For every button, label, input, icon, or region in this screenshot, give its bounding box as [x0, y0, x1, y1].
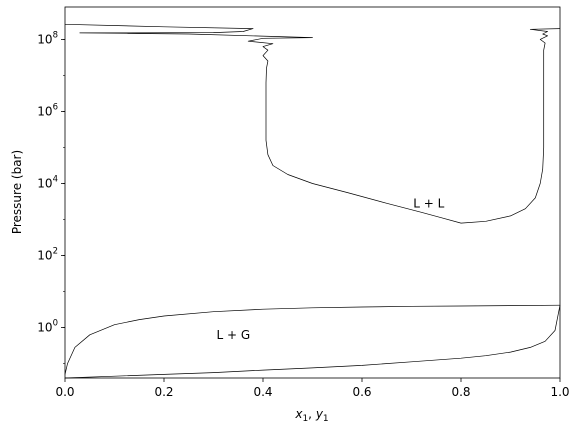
plot-area: [64, 6, 561, 379]
y-tick-label: 102: [37, 247, 58, 263]
y-tick-label: 106: [37, 102, 58, 118]
curves-group: [64, 23, 561, 379]
y-axis-label: Pressure (bar): [10, 150, 24, 234]
y-tick-label: 100: [37, 319, 58, 335]
annotations-group: L + L L + G: [216, 196, 444, 341]
x-axis-label: x1, y1: [294, 407, 328, 424]
x-tick-label: 1.0: [550, 385, 569, 399]
region-annotation: L + G: [216, 328, 250, 342]
region-annotation: L + L: [413, 196, 444, 210]
ll-left-branch-line: [64, 23, 462, 224]
y-tick-label: 108: [37, 30, 58, 46]
dew-point-curve-line: [64, 304, 561, 375]
x-tick-label: 0.8: [451, 385, 470, 399]
bubble-point-curve-line: [64, 305, 561, 379]
x-tick-label: 0.2: [154, 385, 173, 399]
y-tick-label: 104: [37, 174, 58, 190]
x-tick-label: 0.6: [352, 385, 371, 399]
x-tick-label: 0.4: [253, 385, 272, 399]
y-axis-ticks: 100 102 104 106 108: [37, 30, 65, 364]
x-tick-label: 0.0: [55, 385, 74, 399]
x-axis-ticks: 0.0 0.2 0.4 0.6 0.8 1.0: [55, 378, 570, 399]
ll-right-branch-line: [460, 28, 561, 224]
